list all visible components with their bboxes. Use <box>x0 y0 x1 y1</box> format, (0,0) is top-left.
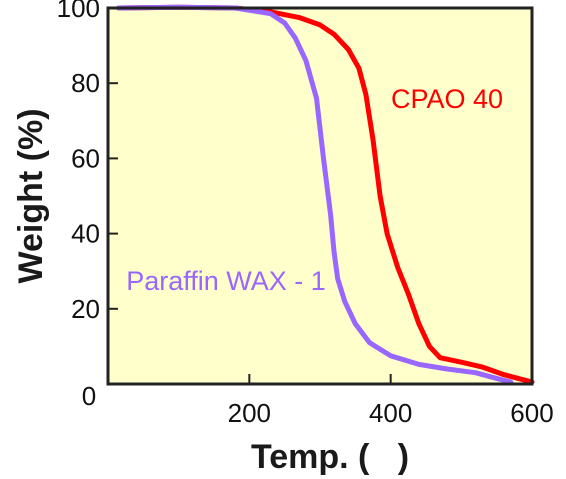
series-layer <box>116 4 535 385</box>
x-tick-label: 600 <box>510 398 553 428</box>
x-tick-label: 200 <box>228 398 271 428</box>
plot-frame <box>106 6 534 386</box>
series-label-layer: CPAO 40 Paraffin WAX - 1 <box>126 84 503 296</box>
tick-layer: 20 40 60 80 100 200 400 600 <box>57 0 554 428</box>
y-tick-label: 40 <box>71 219 100 249</box>
series-line-1 <box>116 4 514 385</box>
series-label-0: CPAO 40 <box>391 84 503 114</box>
x-axis-title: Temp. ( ) <box>251 438 409 476</box>
y-tick-label: 60 <box>71 143 100 173</box>
y-tick-label: 100 <box>57 0 100 23</box>
y-axis-title: Weight (%) <box>12 108 50 283</box>
y-tick-label: 80 <box>71 68 100 98</box>
x-tick-label: 400 <box>369 398 412 428</box>
series-label-1: Paraffin WAX - 1 <box>126 266 326 296</box>
y-tick-label: 20 <box>71 294 100 324</box>
origin-tick-label: 0 <box>82 381 96 411</box>
series-line-0 <box>116 4 535 385</box>
plot-area <box>108 8 532 384</box>
